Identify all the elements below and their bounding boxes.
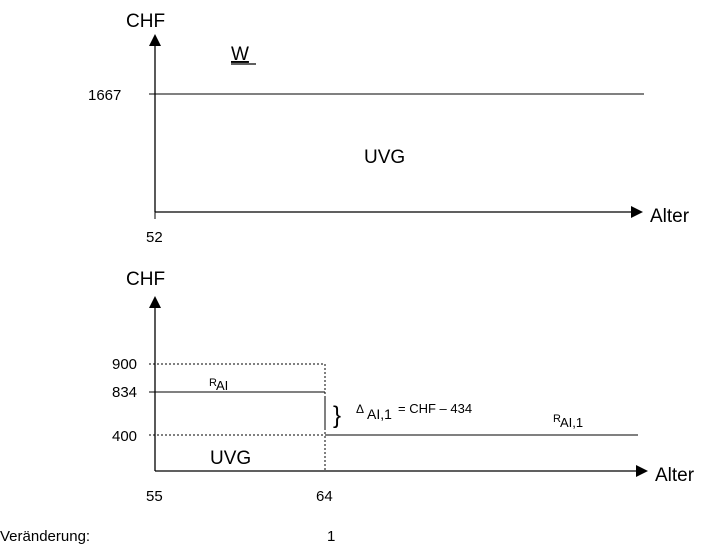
x-tick-label-64: 64	[316, 488, 333, 505]
top-chart: CHF W 1667 UVG 52 Alter	[88, 11, 690, 246]
series-label-r-ai-1-sub: AI,1	[560, 415, 583, 430]
footer: Veränderung: 1	[0, 528, 710, 548]
series-label-r-ai-sub: AI	[216, 378, 228, 393]
bottom-area-label-uvg: UVG	[210, 448, 251, 469]
x-tick-label-55: 55	[146, 488, 163, 505]
top-chart-title: W	[231, 44, 249, 65]
top-x-tick-label: 52	[146, 229, 163, 246]
top-x-axis-label: Alter	[650, 206, 690, 227]
series-label-r-ai: R AI	[209, 377, 228, 393]
delta-subscript: AI,1	[367, 406, 392, 422]
series-label-r-ai-1-main: R	[553, 413, 561, 425]
bottom-chart: CHF 900 834 400 55 64 Alter UVG R AI R A…	[112, 269, 695, 505]
delta-equation: = CHF – 434	[398, 401, 472, 416]
series-label-r-ai-1: R AI,1	[553, 413, 583, 430]
y-tick-label-400: 400	[112, 428, 137, 445]
bottom-x-axis-label: Alter	[655, 465, 695, 486]
delta-annotation: } Δ AI,1 = CHF – 434	[333, 401, 472, 429]
top-y-axis-label: CHF	[126, 11, 165, 32]
footer-value: 1	[327, 528, 336, 545]
delta-brace: }	[333, 402, 341, 429]
top-series-label-uvg: UVG	[364, 147, 405, 168]
series-label-r-ai-main: R	[209, 377, 217, 389]
delta-symbol: Δ	[356, 402, 364, 416]
y-tick-label-834: 834	[112, 384, 137, 401]
footer-label: Veränderung:	[0, 528, 91, 545]
bottom-y-axis-label: CHF	[126, 269, 165, 290]
top-y-tick-label: 1667	[88, 87, 121, 104]
y-tick-label-900: 900	[112, 356, 137, 373]
